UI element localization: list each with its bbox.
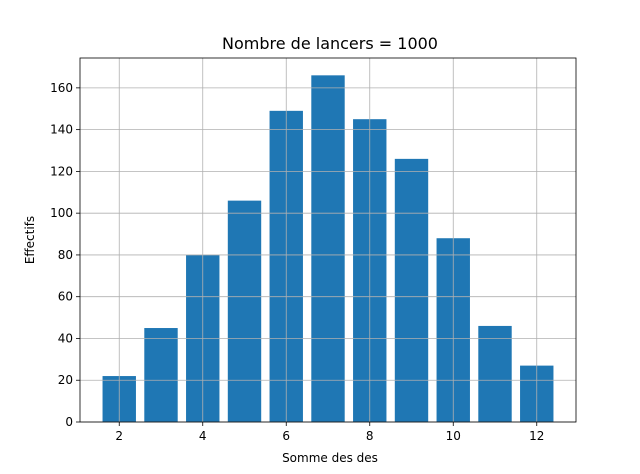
- x-axis-label: Somme des des: [282, 451, 378, 465]
- y-tick-label: 160: [50, 81, 73, 95]
- y-tick-label: 20: [58, 373, 73, 387]
- y-tick-label: 40: [58, 331, 73, 345]
- y-tick-label: 60: [58, 290, 73, 304]
- bar: [394, 158, 429, 422]
- y-tick-label: 80: [58, 248, 73, 262]
- x-tick-label: 4: [199, 429, 207, 443]
- bar: [144, 328, 178, 422]
- y-tick-label: 0: [65, 415, 73, 429]
- x-tick-label: 10: [446, 429, 461, 443]
- x-tick-label: 12: [529, 429, 544, 443]
- y-tick-label: 100: [50, 206, 73, 220]
- y-axis-label: Effectifs: [23, 216, 37, 264]
- plot-frame: [79, 57, 577, 423]
- x-tick-label: 6: [282, 429, 290, 443]
- bar: [311, 75, 345, 422]
- bar: [227, 200, 262, 422]
- y-tick-label: 140: [50, 123, 73, 137]
- bar: [478, 325, 512, 422]
- x-tick-label: 8: [366, 429, 374, 443]
- y-tick-label: 120: [50, 164, 73, 178]
- chart-title: Nombre de lancers = 1000: [222, 34, 438, 53]
- x-tick-label: 2: [115, 429, 123, 443]
